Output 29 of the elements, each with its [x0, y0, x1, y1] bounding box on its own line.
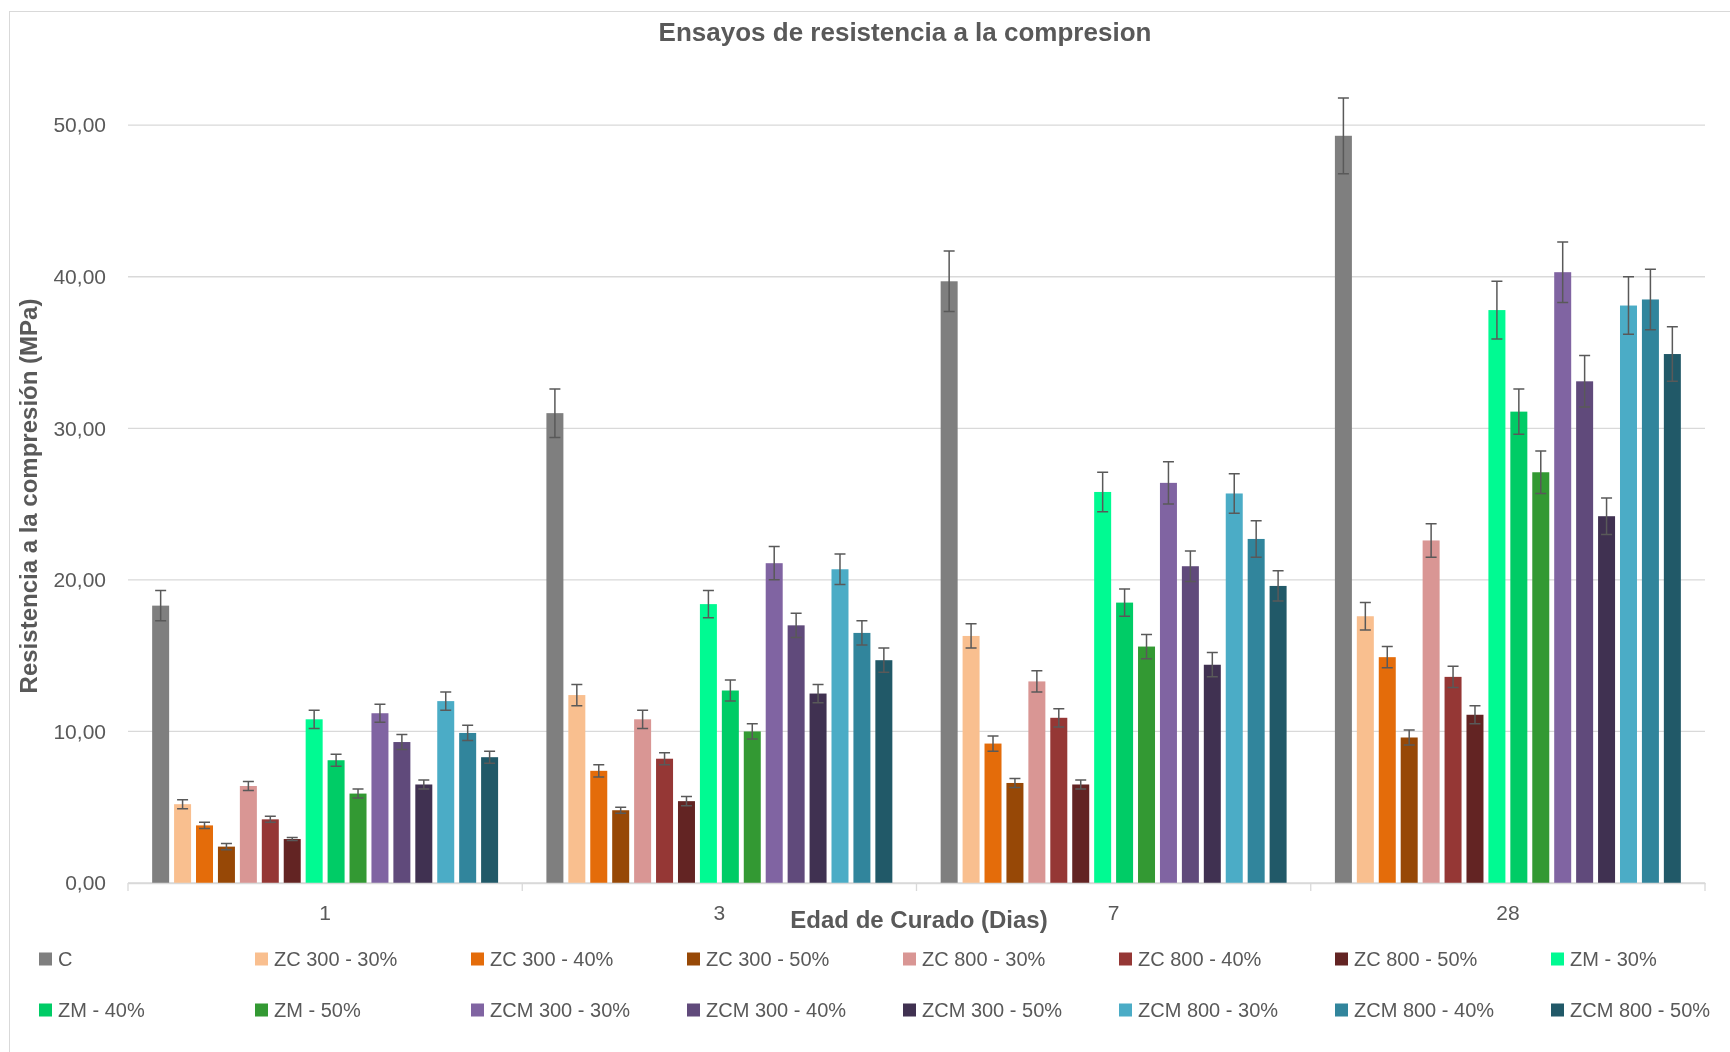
legend-label: ZC 800 - 50%: [1354, 948, 1478, 970]
y-tick-label: 10,00: [53, 719, 106, 743]
legend-label: ZCM 300 - 50%: [922, 999, 1063, 1021]
x-axis-title: Edad de Curado (Dias): [790, 906, 1048, 933]
legend-label: ZC 300 - 50%: [706, 948, 830, 970]
legend-label: ZM - 50%: [274, 999, 361, 1021]
legend-label: ZCM 300 - 40%: [706, 999, 847, 1021]
legend-label: ZCM 800 - 30%: [1138, 999, 1279, 1021]
legend-label: ZC 800 - 40%: [1138, 948, 1262, 970]
x-tick-label: 28: [1496, 900, 1520, 924]
legend-label: ZC 800 - 30%: [922, 948, 1046, 970]
y-tick-label: 40,00: [53, 264, 106, 288]
y-tick-label: 50,00: [53, 113, 106, 137]
y-axis-title: Resistencia a la compresión (MPa): [15, 298, 42, 694]
y-tick-label: 0,00: [65, 871, 106, 895]
legend-label: ZCM 300 - 30%: [490, 999, 631, 1021]
legend-label: ZCM 800 - 50%: [1570, 999, 1711, 1021]
y-tick-label: 30,00: [53, 416, 106, 440]
legend-label: ZM - 40%: [58, 999, 145, 1021]
x-tick-label: 3: [713, 900, 726, 924]
y-tick-label: 20,00: [53, 568, 106, 592]
legend-label: ZCM 800 - 40%: [1354, 999, 1495, 1021]
x-tick-label: 1: [319, 900, 331, 924]
chart-title: Ensayos de resistencia a la compresion: [658, 17, 1152, 47]
legend-label: ZC 300 - 40%: [490, 948, 614, 970]
legend-label: ZC 300 - 30%: [274, 948, 398, 970]
legend-label: ZM - 30%: [1570, 948, 1657, 970]
x-tick-label: 7: [1107, 900, 1120, 924]
legend-label: C: [58, 948, 73, 970]
